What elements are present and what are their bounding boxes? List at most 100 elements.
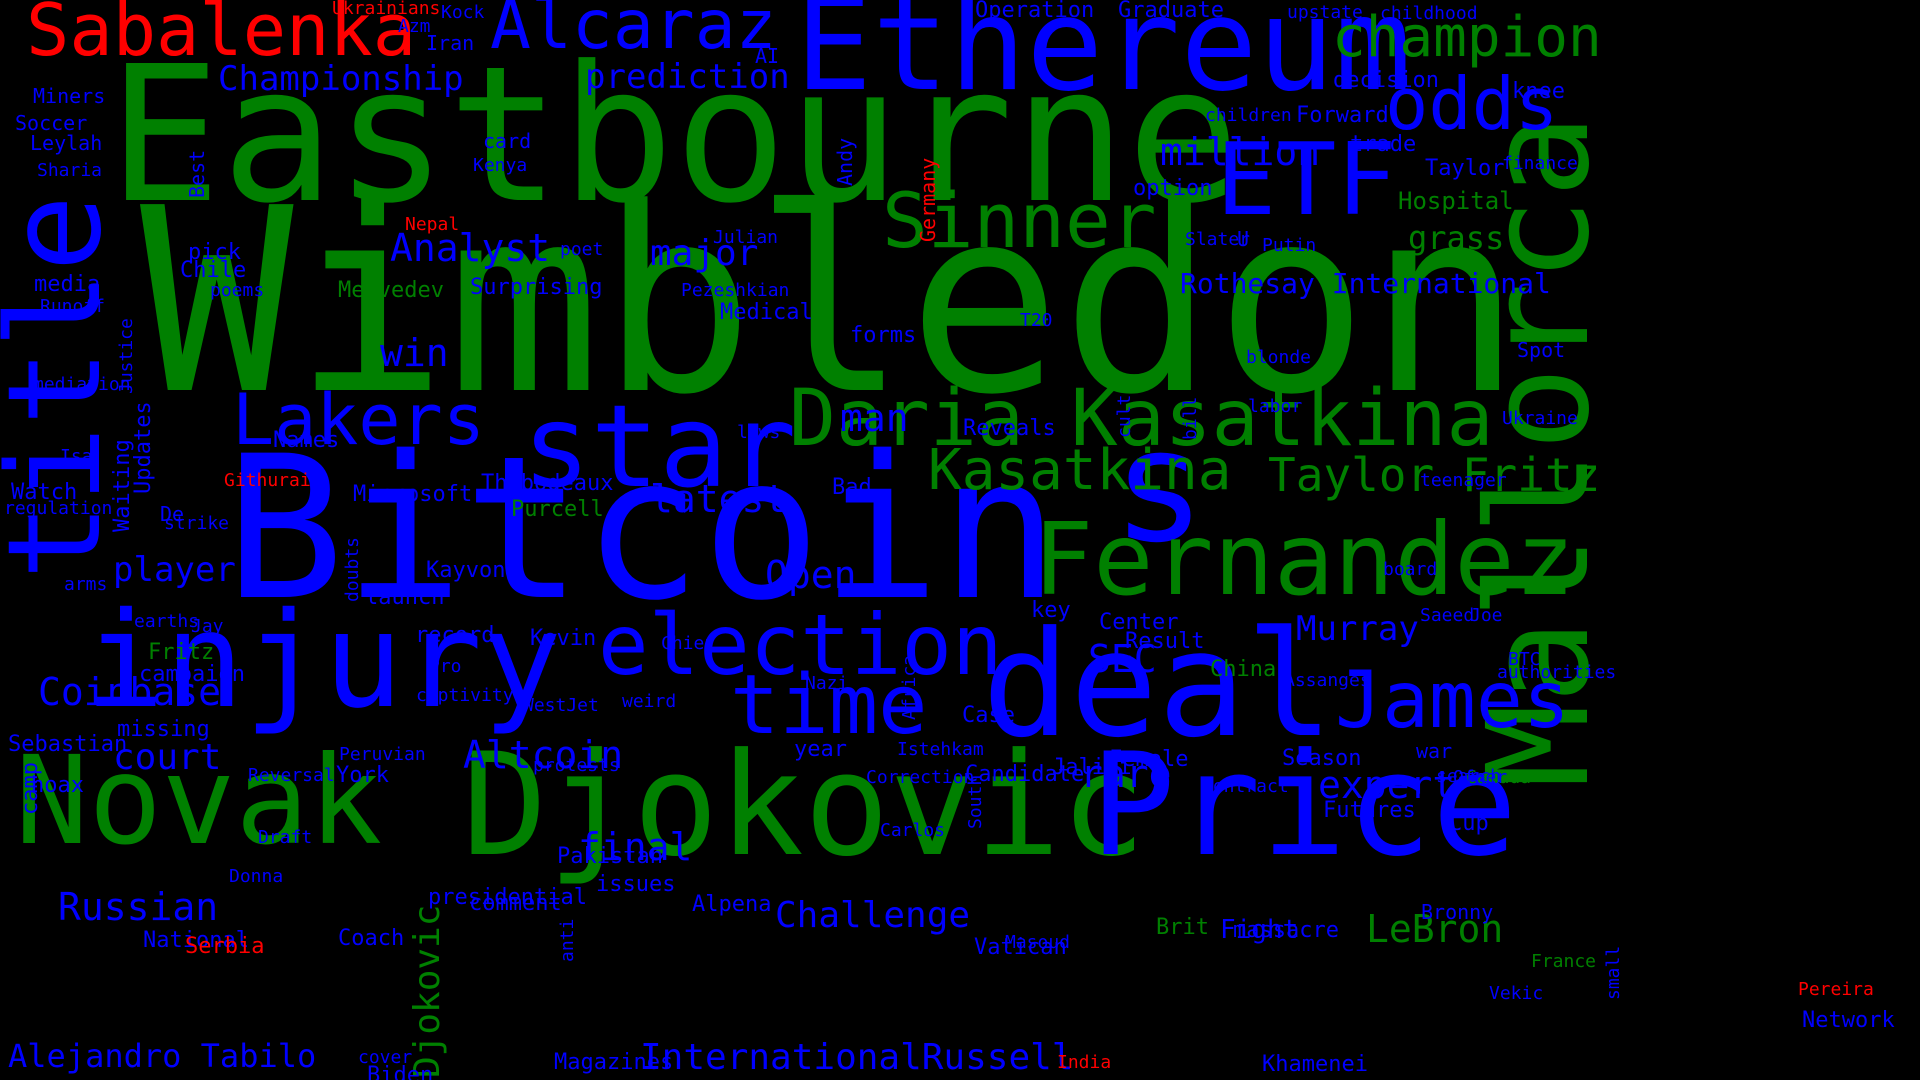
word-ukrainians: Ukrainians [332,0,441,19]
word-win: win [380,331,449,375]
word-murray: Murray [1296,609,1419,649]
word-james: James [1335,656,1570,746]
word-laws: laws [737,422,781,443]
word-eastbourne: Eastbourne [108,26,1240,245]
word-trade: trade [1350,132,1417,157]
word-captivity: captivity [416,685,514,706]
word-nepal: Nepal [405,214,460,235]
word-africa: Africa [899,654,920,720]
word-nazi: Nazi [805,673,849,694]
word-etf: ETF [1216,121,1397,238]
word-githurai: Githurai [224,470,311,491]
word-strike: strike [164,513,230,534]
word-chief: Chief [661,633,716,654]
word-reveals: Reveals [963,416,1056,441]
word-operation: Operation [975,0,1095,23]
word-biden: Biden [367,1063,434,1080]
word-joe: Joe [1470,605,1503,626]
word-anti: anti [557,918,578,962]
word-germany: Germany [916,157,940,242]
word-ukraine: Ukraine [1502,408,1578,429]
word-massacre: massacre [1233,918,1339,943]
word-vekic: Vekic [1489,983,1544,1004]
word-hospital: Hospital [1398,187,1514,215]
word-teenager: teenager [1420,470,1507,491]
word-poet: poet [560,239,604,260]
word-pakistan: Pakistan [557,844,663,869]
word-putin: Putin [1262,235,1317,256]
word-medical: Medical [720,300,813,325]
word-france: France [1531,951,1597,972]
word-jay: Jay [191,616,224,637]
word-khamenei: Khamenei [1262,1052,1368,1077]
word-deal: deal [982,600,1334,770]
word-kayvon: Kayvon [426,558,506,583]
word-waiting: Waiting [110,439,135,532]
word-istehkam: Istehkam [897,739,984,760]
word-china: China [1210,657,1277,682]
word-assanges: Assanges [1284,670,1371,691]
word-bill: bill [1180,396,1201,440]
word-case: Case [962,703,1015,728]
word-launch: launch [365,585,445,610]
word-hoax: hoax [31,773,84,798]
word-sinner: Sinner [882,176,1157,265]
word-coach: Coach [338,926,405,951]
word-jalili: Jalili [1052,755,1132,780]
word-expert: expert [1318,763,1456,807]
word-comment: comment [469,891,562,916]
word-alcaraz: Alcaraz [490,0,777,65]
word-election: election [598,596,1003,694]
word-pick: pick [188,240,241,265]
word-india: India [1057,1052,1112,1073]
word-card: card [483,129,532,153]
word-contract: contract [1202,776,1289,797]
word-cover: cover [358,1047,413,1068]
word-purcell: Purcell [511,497,604,522]
word-novak: Novak [15,730,383,872]
word-season: Season [1282,746,1362,771]
word-correction: Correction [866,767,975,788]
word-childhood: childhood [1380,3,1478,24]
word-fight: Fight [1220,915,1299,945]
word-search: search [1436,766,1502,787]
word-donna: Donna [229,866,284,887]
word-altcoin: Altcoin [463,733,624,777]
word-taylor: Taylor [1425,156,1505,181]
word-runoff: Runoff [40,296,106,317]
word-serbia: Serbia [185,934,265,959]
word-key: key [1031,598,1071,623]
word-andy: Andy [833,137,857,186]
word-mediation: mediation [33,374,131,395]
word-btc: BTC [1508,649,1541,670]
word-player: player [113,550,236,590]
word-candidate: Candidate [965,762,1085,787]
word-alpena: Alpena [692,892,772,917]
word-year: year [794,737,847,762]
word-kock: Kock [441,2,485,23]
word-peruvian: Peruvian [339,744,426,765]
word-female: Female [1109,747,1189,772]
word-championship: Championship [218,59,464,99]
word-star: star [522,380,797,513]
word-ai: AI [755,44,780,68]
word-miners: Miners [33,84,106,108]
word-small: small [1603,945,1624,1000]
word-microsoft: Microsoft [353,482,473,507]
word-forms: forms [850,323,917,348]
word-spot: Spot [1517,338,1566,362]
word-sharia: Sharia [37,160,103,181]
word-pezeshkian: Pezeshkian [681,280,790,301]
word-poems: poems [210,280,265,301]
word-u: U [1237,227,1250,251]
word-thibodeaux: Thibodeaux [481,471,614,496]
word-russian: Russian [58,885,219,929]
word-surprising: Surprising [470,275,603,300]
word-pereira: Pereira [1798,979,1874,1000]
word-challenge: Challenge [775,895,971,936]
word-s: s [1112,395,1206,577]
word-champion: champion [1332,5,1602,70]
word-time: time [730,658,928,753]
word-injury: injury [85,584,562,738]
word-updates: Updates [131,401,156,494]
